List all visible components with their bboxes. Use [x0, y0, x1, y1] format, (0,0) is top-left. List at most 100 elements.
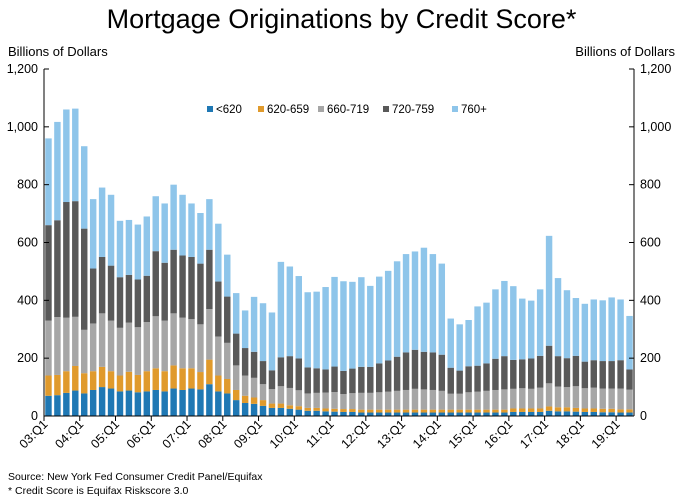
bar-segment — [277, 407, 285, 416]
bar-segment — [438, 412, 446, 416]
x-tick-label: 10:Q1 — [267, 417, 301, 451]
bar-segment — [554, 278, 562, 357]
bar-segment — [170, 388, 177, 416]
bar-segment — [429, 409, 437, 413]
bar-segment — [98, 366, 106, 388]
bar-segment — [322, 411, 329, 416]
bar-segment — [134, 224, 142, 280]
bar-segment — [277, 386, 285, 404]
bar-group — [45, 108, 633, 416]
bar-segment — [295, 409, 302, 416]
bar-segment — [45, 395, 52, 416]
bar-segment — [358, 277, 365, 367]
bar-segment — [367, 409, 374, 413]
bar-segment — [492, 389, 499, 410]
bar-segment — [349, 393, 356, 410]
bar-segment — [63, 317, 70, 372]
bar-segment — [143, 391, 151, 416]
bar-segment — [259, 405, 267, 416]
y-tick-label-left: 0 — [31, 409, 38, 423]
bar-segment — [501, 389, 508, 410]
bar-segment — [134, 392, 142, 416]
bar-segment — [581, 411, 589, 416]
axes-group: 0 0 200 200 400 400 600 600 800 800 1,000 1,000 1,20… — [7, 62, 672, 451]
bar-segment — [527, 388, 535, 409]
bar-segment — [545, 410, 553, 416]
bar-segment — [170, 313, 177, 366]
bar-segment — [447, 409, 454, 413]
bar-segment — [179, 389, 186, 416]
bar-segment — [250, 351, 258, 378]
bar-segment — [367, 285, 374, 367]
legend-swatch — [383, 106, 389, 112]
bar-segment — [420, 389, 428, 410]
bar-segment — [170, 365, 177, 389]
bar-segment — [563, 407, 571, 412]
bar-segment — [510, 359, 517, 389]
bar-segment — [250, 296, 258, 352]
bar-segment — [277, 261, 285, 358]
y-tick-label-left: 1,000 — [7, 120, 38, 134]
bar-segment — [608, 361, 615, 389]
bar-segment — [197, 324, 204, 373]
bar-segment — [358, 409, 365, 413]
bar-segment — [107, 194, 115, 266]
bar-segment — [295, 276, 302, 359]
bar-segment — [116, 220, 124, 278]
bar-segment — [501, 356, 508, 390]
bar-segment — [161, 391, 168, 416]
bar-segment — [107, 388, 115, 416]
bar-segment — [259, 384, 267, 401]
bar-segment — [590, 411, 597, 416]
bar-segment — [438, 390, 446, 410]
bar-segment — [116, 375, 124, 392]
legend: <620 620-659 660-719 720-759 760+ — [207, 104, 487, 116]
x-tick-label: 13:Q1 — [374, 417, 408, 451]
bar-segment — [259, 361, 267, 385]
bar-segment — [313, 407, 320, 411]
bar-segment — [45, 375, 52, 396]
bar-segment — [232, 293, 240, 334]
bar-segment — [626, 315, 633, 370]
chart-title: Mortgage Originations by Credit Score* — [106, 4, 577, 34]
bar-segment — [215, 375, 222, 392]
bar-segment — [304, 393, 311, 408]
bar-segment — [224, 342, 231, 379]
bar-segment — [349, 409, 356, 412]
bar-segment — [581, 303, 589, 362]
bar-segment — [393, 409, 401, 413]
bar-segment — [331, 366, 338, 392]
bar-segment — [376, 409, 383, 413]
bar-segment — [349, 281, 356, 369]
bar-segment — [376, 412, 383, 416]
bar-segment — [411, 349, 419, 389]
bar-segment — [286, 356, 294, 388]
bar-segment — [527, 411, 535, 416]
bar-segment — [125, 322, 133, 372]
legend-label: 620-659 — [267, 104, 309, 116]
bar-segment — [72, 365, 79, 391]
bar-segment — [143, 275, 151, 323]
bar-segment — [501, 412, 508, 416]
bar-segment — [599, 412, 606, 416]
bar-segment — [188, 368, 195, 389]
y-tick-label-right: 800 — [640, 178, 661, 192]
bar-segment — [134, 374, 142, 393]
bar-segment — [54, 374, 61, 396]
bar-segment — [447, 412, 454, 416]
bar-segment — [286, 408, 294, 416]
bar-segment — [384, 391, 392, 410]
bar-segment — [483, 390, 490, 410]
bar-segment — [188, 203, 195, 257]
bar-segment — [134, 279, 142, 328]
bar-segment — [563, 387, 571, 408]
bar-segment — [340, 370, 347, 395]
bar-segment — [411, 251, 419, 350]
bar-segment — [179, 368, 186, 390]
bar-segment — [268, 312, 276, 371]
bar-segment — [197, 389, 204, 416]
bar-segment — [572, 411, 580, 416]
bar-segment — [626, 412, 633, 416]
legend-label: <620 — [216, 104, 242, 116]
bar-segment — [554, 407, 562, 412]
